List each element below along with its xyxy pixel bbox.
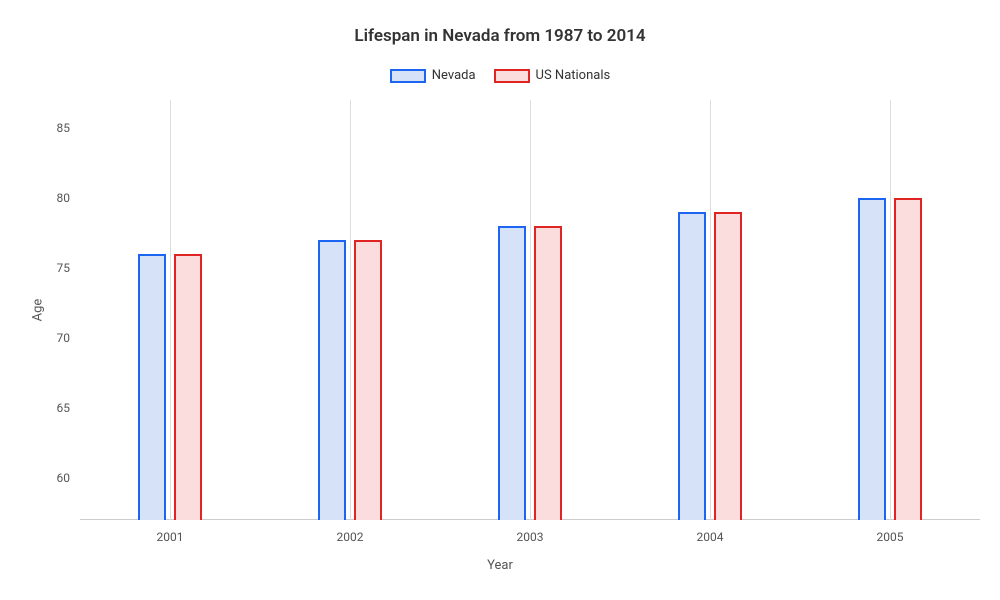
grid-line	[530, 100, 531, 520]
y-tick-label: 65	[57, 401, 81, 415]
legend-item: Nevada	[390, 68, 476, 83]
bar	[138, 254, 166, 520]
bar	[858, 198, 886, 520]
y-tick-label: 75	[57, 261, 81, 275]
bar	[354, 240, 382, 520]
grid-line	[170, 100, 171, 520]
grid-line	[890, 100, 891, 520]
x-tick-label: 2005	[877, 520, 904, 544]
bar	[318, 240, 346, 520]
legend-swatch	[494, 69, 530, 83]
y-axis-label: Age	[31, 299, 46, 322]
bar	[894, 198, 922, 520]
legend-label: Nevada	[432, 68, 476, 83]
legend-swatch	[390, 69, 426, 83]
plot-area: 60657075808520012002200320042005	[80, 100, 980, 520]
legend-label: US Nationals	[536, 68, 611, 83]
bar	[714, 212, 742, 520]
x-tick-label: 2003	[517, 520, 544, 544]
y-tick-label: 70	[57, 331, 81, 345]
bar	[534, 226, 562, 520]
grid-line	[350, 100, 351, 520]
bar	[498, 226, 526, 520]
x-tick-label: 2002	[337, 520, 364, 544]
x-tick-label: 2004	[697, 520, 724, 544]
grid-line	[710, 100, 711, 520]
chart-legend: Nevada US Nationals	[0, 68, 1000, 83]
y-tick-label: 80	[57, 191, 81, 205]
bar	[678, 212, 706, 520]
y-tick-label: 60	[57, 471, 81, 485]
legend-item: US Nationals	[494, 68, 611, 83]
lifespan-chart: Lifespan in Nevada from 1987 to 2014 Nev…	[0, 0, 1000, 600]
x-tick-label: 2001	[157, 520, 184, 544]
chart-title: Lifespan in Nevada from 1987 to 2014	[0, 26, 1000, 46]
x-axis-label: Year	[487, 558, 513, 573]
bar	[174, 254, 202, 520]
y-tick-label: 85	[57, 121, 81, 135]
